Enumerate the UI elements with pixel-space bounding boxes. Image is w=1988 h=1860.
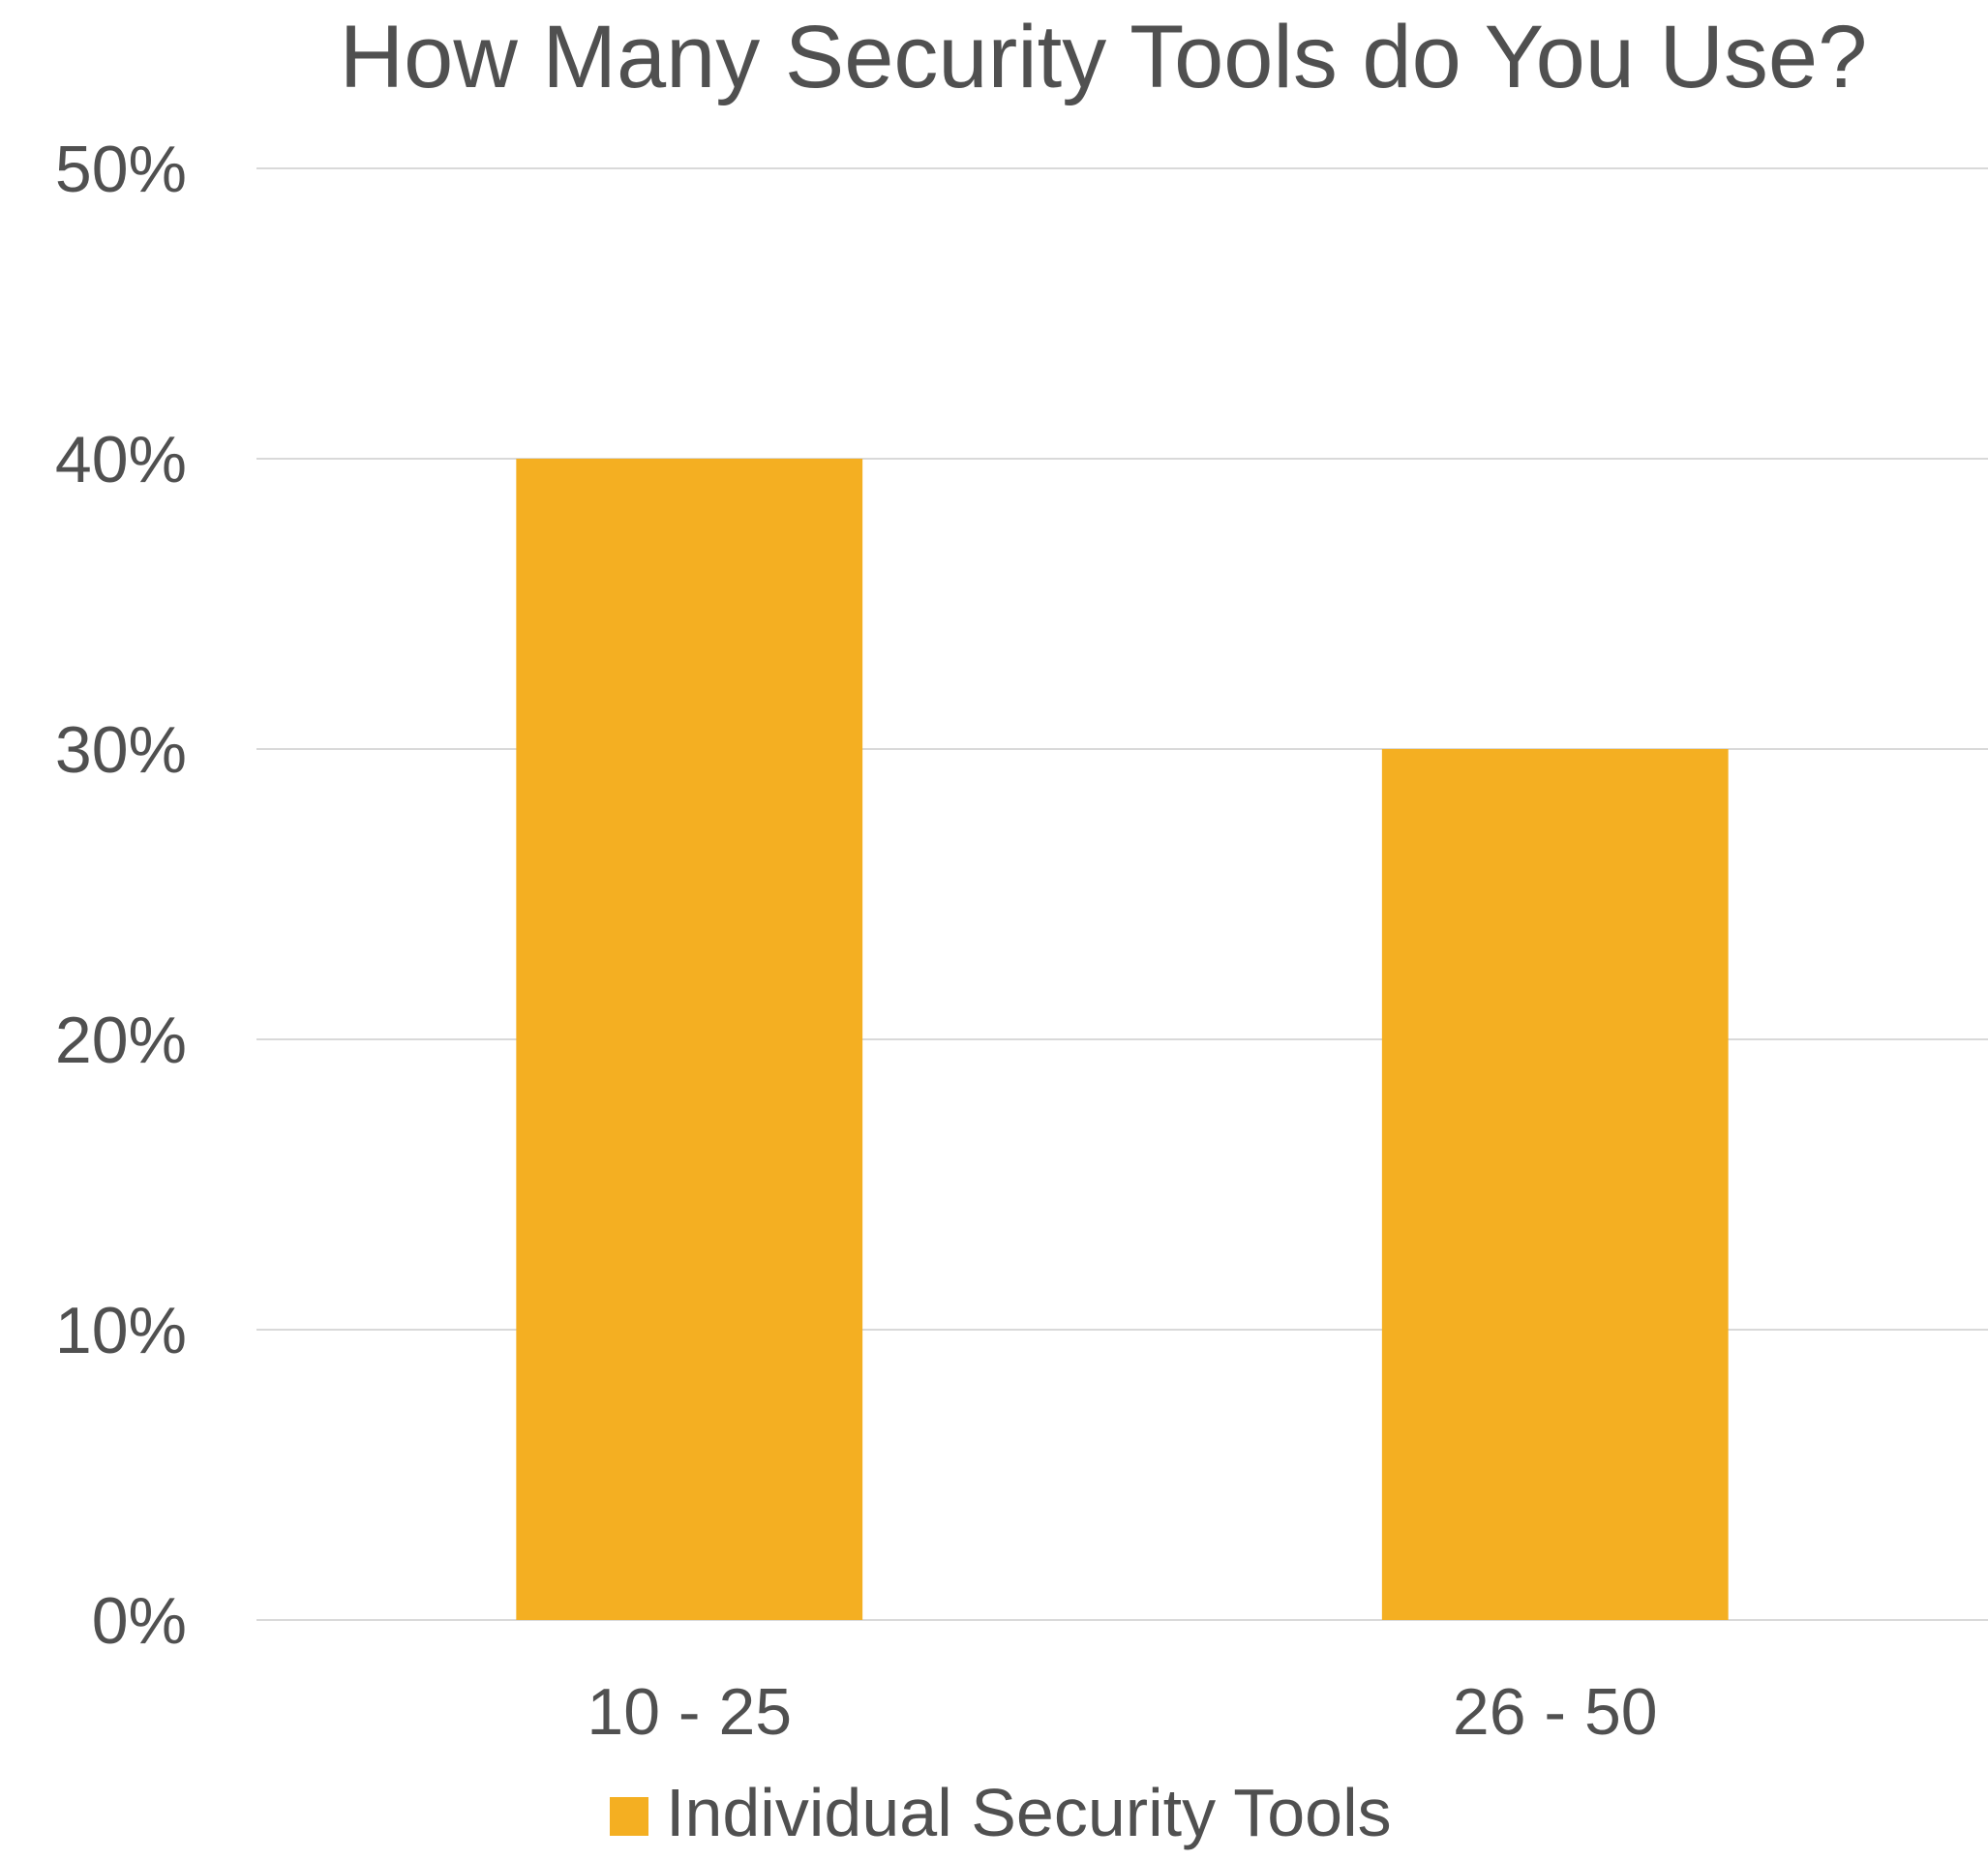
x-tick-label: 10 - 25	[587, 1675, 792, 1749]
y-tick-label: 0%	[92, 1584, 187, 1658]
chart-title: How Many Security Tools do You Use?	[340, 8, 1868, 106]
legend-label-individual-security-tools: Individual Security Tools	[666, 1775, 1392, 1850]
bars	[516, 459, 1729, 1620]
x-axis-tick-labels: 10 - 25 26 - 50	[587, 1675, 1657, 1749]
y-axis-tick-labels: 0% 10% 20% 30% 40% 50%	[55, 133, 187, 1658]
bar-10-25	[516, 459, 863, 1620]
y-tick-label: 20%	[55, 1004, 187, 1077]
x-tick-label: 26 - 50	[1453, 1675, 1658, 1749]
y-tick-label: 30%	[55, 713, 187, 787]
y-tick-label: 40%	[55, 423, 187, 496]
y-tick-label: 10%	[55, 1294, 187, 1367]
y-tick-label: 50%	[55, 133, 187, 206]
bar-26-50	[1381, 749, 1729, 1620]
legend: Individual Security Tools	[610, 1775, 1392, 1850]
legend-swatch-individual-security-tools	[610, 1797, 648, 1836]
